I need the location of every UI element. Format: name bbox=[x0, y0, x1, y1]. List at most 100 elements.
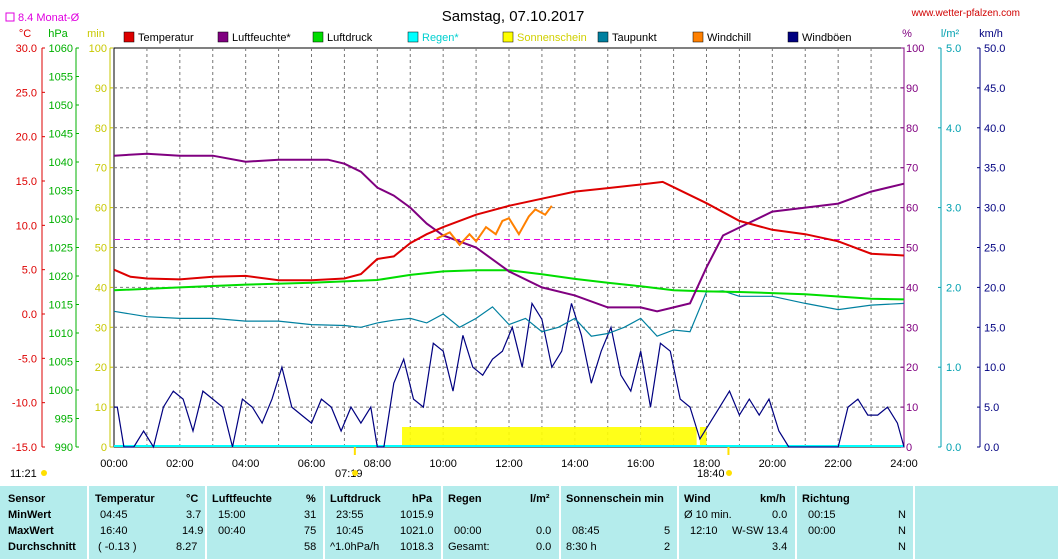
chart-title: Samstag, 07.10.2017 bbox=[442, 8, 585, 25]
y-tick-label-pressure: 1035 bbox=[49, 186, 73, 198]
rain-unit: l/m² bbox=[530, 493, 550, 505]
dir-min-val: N bbox=[898, 509, 906, 521]
y-tick-label-pressure: 1040 bbox=[49, 157, 73, 169]
y-tick-label-humidity: 90 bbox=[906, 83, 918, 95]
wind-max-dir: W-SW 13.4 bbox=[732, 525, 789, 537]
y-tick-label-sunshine: 70 bbox=[95, 163, 107, 175]
time-label: 11:21 bbox=[10, 468, 37, 480]
y-tick-label-pressure: 1000 bbox=[49, 385, 73, 397]
hum-max-time: 00:40 bbox=[218, 525, 246, 537]
y-tick-label-sunshine: 60 bbox=[95, 203, 107, 215]
plot-grid bbox=[113, 47, 905, 448]
y-tick-label-humidity: 100 bbox=[906, 43, 924, 55]
y-tick-label-wind: 15.0 bbox=[984, 322, 1005, 334]
y-tick-label-pressure: 1030 bbox=[49, 214, 73, 226]
rain-max-time: 00:00 bbox=[454, 525, 482, 537]
legend-label: Windchill bbox=[707, 32, 751, 44]
y-tick-label-sunshine: 0 bbox=[101, 442, 107, 454]
temp-max-val: 14.9 bbox=[182, 525, 204, 537]
y-tick-label-temperature: 5.0 bbox=[22, 265, 37, 277]
wind-min-val: 0.0 bbox=[772, 509, 788, 521]
press-min-val: 1015.9 bbox=[400, 509, 434, 521]
legend-swatch bbox=[787, 31, 799, 43]
y-tick-label-sunshine: 10 bbox=[95, 402, 107, 414]
temp-avg-b: 8.27 bbox=[176, 541, 198, 553]
temp-header: Temperatur bbox=[95, 493, 155, 505]
unit-hum: % bbox=[902, 28, 912, 40]
y-tick-label-pressure: 1050 bbox=[49, 100, 73, 112]
x-tick-label: 10:00 bbox=[429, 458, 457, 470]
y-tick-label-rain: 3.0 bbox=[946, 203, 961, 215]
series-line-luftdruck bbox=[113, 269, 905, 301]
y-tick-label-temperature: 0.0 bbox=[22, 309, 37, 321]
weather-chart: 00:00 02:00 04:00 06:00 08:00 10:00 12:00 14:00… bbox=[5, 8, 1020, 480]
y-tick-label-wind: 40.0 bbox=[984, 123, 1005, 135]
legend-label: Luftdruck bbox=[327, 32, 373, 44]
legend-swatch bbox=[597, 31, 609, 43]
sunset-label: 18:40 bbox=[697, 468, 725, 480]
y-tick-label-wind: 30.0 bbox=[984, 203, 1005, 215]
y-tick-label-pressure: 1020 bbox=[49, 271, 73, 283]
y-tick-label-sunshine: 30 bbox=[95, 322, 107, 334]
y-tick-label-humidity: 20 bbox=[906, 362, 918, 374]
legend-swatch bbox=[502, 31, 514, 43]
sun-avg-a: 8:30 h bbox=[566, 541, 597, 553]
y-tick-label-rain: 1.0 bbox=[946, 362, 961, 374]
x-tick-label: 18:00 bbox=[693, 458, 721, 470]
x-tick-label: 20:00 bbox=[759, 458, 787, 470]
legend-swatch bbox=[312, 31, 324, 43]
legend-label: Windböen bbox=[802, 32, 852, 44]
y-tick-label-temperature: -5.0 bbox=[18, 353, 37, 365]
sun-max-val: 5 bbox=[664, 525, 671, 537]
hum-header: Luftfeuchte bbox=[212, 493, 272, 505]
y-tick-label-sunshine: 80 bbox=[95, 123, 107, 135]
unit-wind: km/h bbox=[979, 28, 1003, 40]
sunrise-label: 07:19 bbox=[335, 468, 363, 480]
hum-avg-val: 58 bbox=[304, 541, 317, 553]
press-max-val: 1021.0 bbox=[400, 525, 434, 537]
y-tick-label-wind: 45.0 bbox=[984, 83, 1005, 95]
sunrise-icon bbox=[352, 470, 358, 476]
unit-sun: min bbox=[87, 28, 105, 40]
legend-label: Temperatur bbox=[138, 32, 194, 44]
wind-unit: km/h bbox=[760, 493, 786, 505]
press-avg-b: 1018.3 bbox=[400, 541, 434, 553]
press-header: Luftdruck bbox=[330, 493, 381, 505]
hum-unit: % bbox=[306, 493, 316, 505]
y-tick-label-wind: 50.0 bbox=[984, 43, 1005, 55]
y-tick-label-wind: 25.0 bbox=[984, 243, 1005, 255]
y-tick-label-pressure: 1055 bbox=[49, 72, 73, 84]
y-tick-label-sunshine: 20 bbox=[95, 362, 107, 374]
rain-avg-a: Gesamt: bbox=[448, 541, 490, 553]
y-tick-label-temperature: 25.0 bbox=[16, 87, 37, 99]
unit-rain: l/m² bbox=[941, 28, 960, 40]
y-tick-label-pressure: 1005 bbox=[49, 357, 73, 369]
rain-header: Regen bbox=[448, 493, 482, 505]
y-tick-label-pressure: 995 bbox=[55, 414, 73, 426]
y-tick-label-wind: 20.0 bbox=[984, 282, 1005, 294]
legend-label: Sonnenschein bbox=[517, 32, 587, 44]
y-tick-label-wind: 10.0 bbox=[984, 362, 1005, 374]
y-tick-label-sunshine: 90 bbox=[95, 83, 107, 95]
y-tick-label-sunshine: 100 bbox=[89, 43, 107, 55]
y-tick-label-temperature: 15.0 bbox=[16, 176, 37, 188]
legend-swatch bbox=[407, 31, 419, 43]
y-tick-label-rain: 0.0 bbox=[946, 442, 961, 454]
press-min-time: 23:55 bbox=[336, 509, 364, 521]
dir-header: Richtung bbox=[802, 493, 850, 505]
y-tick-label-rain: 2.0 bbox=[946, 282, 961, 294]
x-tick-label: 04:00 bbox=[232, 458, 260, 470]
legend-label: Regen* bbox=[422, 32, 459, 44]
sun-icon bbox=[41, 470, 47, 476]
hum-min-time: 15:00 bbox=[218, 509, 246, 521]
y-tick-label-humidity: 70 bbox=[906, 163, 918, 175]
press-max-time: 10:45 bbox=[336, 525, 364, 537]
row-max: MaxWert bbox=[8, 525, 54, 537]
y-tick-label-humidity: 60 bbox=[906, 203, 918, 215]
y-tick-label-temperature: -10.0 bbox=[12, 398, 37, 410]
y-tick-label-humidity: 30 bbox=[906, 322, 918, 334]
legend-label: Luftfeuchte* bbox=[232, 32, 291, 44]
sun-max-time: 08:45 bbox=[572, 525, 600, 537]
y-tick-label-humidity: 0 bbox=[906, 442, 912, 454]
series-line-windchill bbox=[436, 205, 553, 247]
